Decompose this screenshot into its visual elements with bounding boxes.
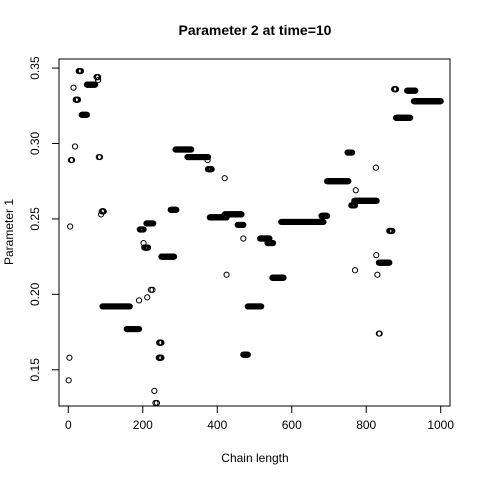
data-point [280, 274, 287, 281]
y-tick-label: 0.15 [28, 358, 42, 382]
data-point [157, 339, 164, 346]
data-point [221, 175, 228, 182]
data-point [244, 351, 251, 358]
data-point [97, 211, 105, 218]
y-axis-label: Parameter 1 [2, 199, 16, 265]
data-point [208, 166, 215, 173]
data-point [158, 354, 165, 361]
data-point [437, 98, 444, 105]
x-tick-label: 200 [133, 418, 153, 432]
data-point [135, 325, 143, 333]
data-point [140, 226, 147, 233]
data-point [144, 244, 152, 251]
data-point [373, 252, 380, 259]
data-point [83, 111, 91, 118]
y-axis: 0.15 0.20 0.25 0.30 0.35 [28, 56, 59, 381]
data-point [238, 211, 245, 218]
data-point [95, 77, 102, 84]
data-point [68, 156, 76, 164]
data-point [126, 303, 133, 310]
y-tick-label: 0.30 [28, 131, 42, 155]
x-axis: 0 200 400 600 800 1000 [65, 406, 454, 432]
data-point [392, 86, 400, 93]
data-point [66, 354, 73, 361]
data-point [71, 143, 79, 150]
data-point [92, 81, 99, 88]
data-point [373, 197, 380, 204]
x-axis-label: Chain length [221, 451, 288, 465]
data-point [374, 271, 381, 278]
data-point [386, 259, 393, 266]
data-point [70, 84, 77, 91]
data-point [73, 96, 80, 103]
data-point [407, 114, 414, 121]
data-point [96, 153, 104, 161]
data-point [144, 294, 151, 301]
x-tick-label: 800 [356, 418, 376, 432]
y-tick-label: 0.35 [28, 56, 42, 80]
data-point [67, 223, 74, 230]
data-point [240, 221, 247, 229]
data-point [352, 187, 359, 194]
data-point [188, 146, 195, 153]
chart-title: Parameter 2 at time=10 [179, 22, 332, 38]
data-point [270, 239, 277, 247]
data-point [173, 206, 180, 213]
data-point [348, 149, 355, 156]
data-point [389, 227, 396, 235]
data-point [151, 387, 158, 395]
data-point [65, 377, 72, 384]
data-point [240, 235, 247, 242]
data-point [320, 218, 327, 226]
data-point [140, 239, 147, 247]
data-point [351, 267, 359, 274]
x-tick-label: 1000 [427, 418, 454, 432]
data-point [153, 399, 161, 407]
data-point [258, 303, 265, 310]
data-point [223, 271, 230, 278]
data-point [324, 212, 331, 219]
data-point [76, 67, 83, 75]
data-point [156, 354, 163, 361]
data-point [93, 74, 100, 81]
data-point [170, 253, 178, 260]
x-tick-label: 400 [207, 418, 227, 432]
data-point [204, 153, 212, 161]
y-tick-label: 0.25 [28, 207, 42, 231]
data-point [99, 208, 106, 215]
data-point [412, 87, 419, 94]
x-tick-label: 600 [282, 418, 302, 432]
data-point [345, 178, 352, 185]
data-point [135, 297, 143, 304]
data-points [65, 67, 444, 407]
plot-frame [58, 58, 451, 407]
data-point [150, 220, 157, 227]
y-tick-label: 0.20 [28, 282, 42, 306]
data-point [372, 164, 379, 171]
data-point [376, 330, 383, 337]
data-point [204, 156, 211, 164]
x-tick-label: 0 [65, 418, 72, 432]
data-point [149, 286, 156, 293]
